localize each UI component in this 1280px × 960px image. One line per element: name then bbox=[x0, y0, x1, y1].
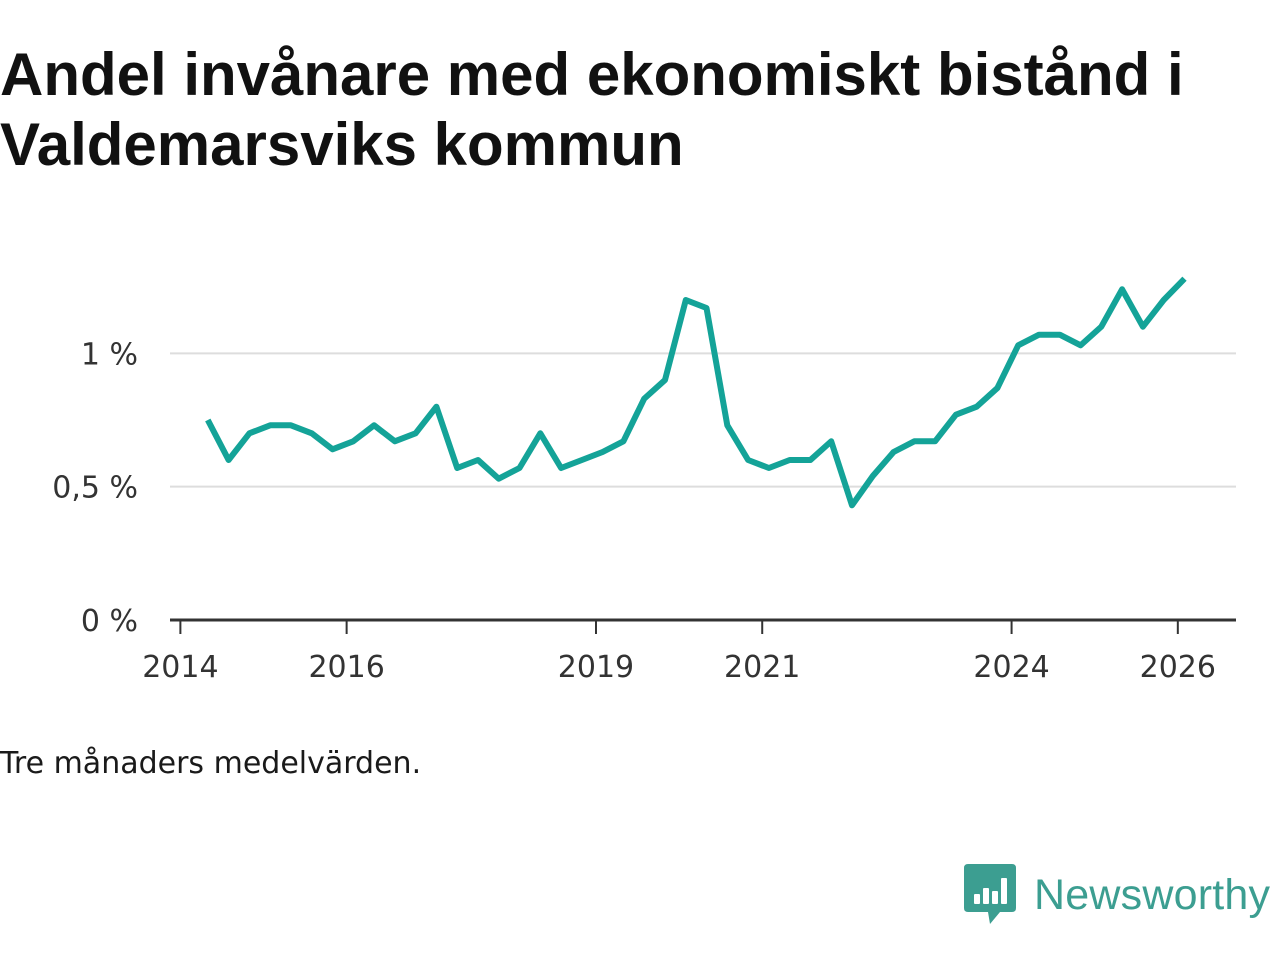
y-tick-label: 0,5 % bbox=[52, 471, 138, 506]
data-point bbox=[600, 449, 606, 455]
data-point bbox=[891, 449, 897, 455]
data-point bbox=[724, 422, 730, 428]
y-tick-label: 1 % bbox=[81, 337, 138, 372]
newsworthy-logo-icon bbox=[964, 864, 1016, 924]
data-point bbox=[267, 422, 273, 428]
brand[interactable]: Newsworthy bbox=[964, 864, 1270, 926]
y-axis-tick-labels: 0 % 0,5 % 1 % bbox=[52, 337, 138, 639]
data-point bbox=[1078, 342, 1084, 348]
data-point bbox=[309, 430, 315, 436]
data-point bbox=[433, 404, 439, 410]
data-point bbox=[1140, 324, 1146, 330]
data-point bbox=[413, 430, 419, 436]
x-axis-tick-labels: 2014 2016 2019 2021 2024 2026 bbox=[142, 650, 1216, 685]
x-tick-label: 2024 bbox=[973, 650, 1049, 685]
data-point bbox=[579, 457, 585, 463]
data-point bbox=[932, 438, 938, 444]
data-point bbox=[870, 473, 876, 479]
data-point bbox=[994, 385, 1000, 391]
data-point bbox=[558, 465, 564, 471]
series bbox=[205, 276, 1187, 509]
data-point bbox=[953, 412, 959, 418]
data-point bbox=[1015, 342, 1021, 348]
line-chart: 0 % 0,5 % 1 % 2014 2016 2019 2021 2024 2026 bbox=[52, 276, 1236, 685]
data-point bbox=[475, 457, 481, 463]
y-tick-label: 0 % bbox=[81, 604, 138, 639]
data-point bbox=[745, 457, 751, 463]
data-point bbox=[1057, 332, 1063, 338]
data-point bbox=[371, 422, 377, 428]
data-point bbox=[911, 438, 917, 444]
gridlines bbox=[170, 352, 1236, 488]
data-point bbox=[807, 457, 813, 463]
data-point bbox=[454, 465, 460, 471]
data-point bbox=[704, 305, 710, 311]
data-point bbox=[226, 457, 232, 463]
data-point bbox=[662, 377, 668, 383]
data-point bbox=[350, 438, 356, 444]
x-tick-label: 2016 bbox=[308, 650, 384, 685]
data-point bbox=[329, 446, 335, 452]
data-point bbox=[392, 438, 398, 444]
x-tick-label: 2026 bbox=[1140, 650, 1216, 685]
data-point bbox=[620, 438, 626, 444]
data-point bbox=[205, 417, 211, 423]
x-tick-label: 2021 bbox=[724, 650, 800, 685]
data-point bbox=[1119, 286, 1125, 292]
data-point bbox=[641, 396, 647, 402]
data-point bbox=[288, 422, 294, 428]
chart-note: Tre månaders medelvärden. bbox=[0, 746, 422, 781]
data-point bbox=[517, 465, 523, 471]
x-tick-label: 2014 bbox=[142, 650, 218, 685]
data-point bbox=[246, 430, 252, 436]
data-point bbox=[496, 476, 502, 482]
series-line bbox=[205, 276, 1187, 509]
x-axis bbox=[170, 618, 1236, 634]
data-point bbox=[849, 502, 855, 508]
data-point bbox=[974, 404, 980, 410]
data-point bbox=[1181, 276, 1187, 282]
x-tick-label: 2019 bbox=[558, 650, 634, 685]
chart-title: Andel invånare med ekonomiskt bistånd i … bbox=[0, 41, 1184, 178]
brand-name: Newsworthy bbox=[1034, 870, 1271, 919]
data-point bbox=[1036, 332, 1042, 338]
data-point bbox=[683, 297, 689, 303]
data-point bbox=[787, 457, 793, 463]
data-point bbox=[537, 430, 543, 436]
data-point bbox=[1098, 324, 1104, 330]
data-point bbox=[828, 438, 834, 444]
data-point bbox=[766, 465, 772, 471]
data-point bbox=[1161, 297, 1167, 303]
